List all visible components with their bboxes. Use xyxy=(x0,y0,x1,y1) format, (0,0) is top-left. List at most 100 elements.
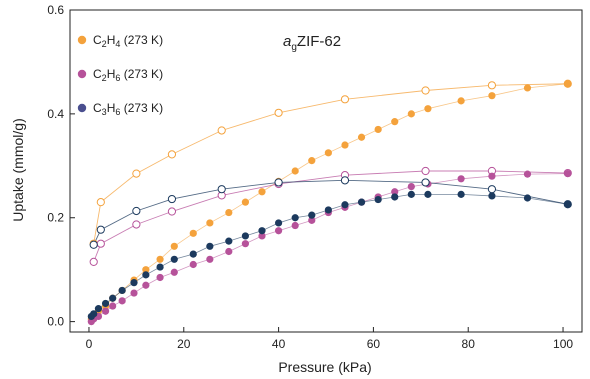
point-adsorption-c2h4 xyxy=(374,125,382,134)
point-adsorption-c2h4 xyxy=(324,149,332,157)
point-adsorption-c3h6 xyxy=(564,200,572,208)
y-tick-label: 0.2 xyxy=(47,211,64,225)
x-tick-label: 80 xyxy=(462,337,476,351)
point-desorption-c3h6 xyxy=(89,240,98,249)
x-tick-label: 60 xyxy=(367,337,381,351)
point-adsorption-c2h4 xyxy=(142,266,150,274)
point-adsorption-c3h6 xyxy=(523,194,532,202)
point-desorption-c2h4 xyxy=(487,81,497,90)
point-adsorption-c3h6 xyxy=(189,250,197,258)
point-adsorption-c3h6 xyxy=(109,294,117,302)
legend-label-part: C xyxy=(93,67,102,81)
point-adsorption-c2h4 xyxy=(308,157,316,165)
point-adsorption-c2h4 xyxy=(258,188,266,196)
desorption-line-c2h4 xyxy=(93,83,568,244)
x-axis-label: Pressure (kPa) xyxy=(278,359,371,375)
legend-label-part: (273 K) xyxy=(120,67,163,81)
point-desorption-c2h4 xyxy=(96,198,105,207)
point-desorption-c3h6 xyxy=(217,185,226,194)
desorption-lines xyxy=(91,83,568,322)
point-adsorption-c3h6 xyxy=(457,190,465,198)
point-adsorption-c2h6 xyxy=(109,302,117,310)
point-adsorption-c2h4 xyxy=(241,198,250,206)
point-adsorption-c2h4 xyxy=(391,118,399,126)
point-adsorption-c3h6 xyxy=(407,190,415,198)
point-adsorption-c3h6 xyxy=(170,255,178,263)
point-adsorption-c2h4 xyxy=(206,219,214,227)
point-adsorption-c2h6 xyxy=(274,227,283,235)
data-points xyxy=(87,79,572,326)
point-adsorption-c2h4 xyxy=(189,229,197,237)
legend-label-part: C xyxy=(93,101,102,115)
legend-label-part: H xyxy=(107,101,116,115)
title-prefix: a xyxy=(283,33,291,50)
point-desorption-c2h4 xyxy=(274,108,283,117)
point-adsorption-c3h6 xyxy=(142,271,150,279)
legend-marker-1 xyxy=(77,69,87,79)
point-desorption-c3h6 xyxy=(96,225,105,234)
point-adsorption-c3h6 xyxy=(130,279,138,287)
point-adsorption-c3h6 xyxy=(118,286,126,295)
y-tick-label: 0.6 xyxy=(47,3,64,17)
point-adsorption-c2h6 xyxy=(488,172,496,180)
point-desorption-c2h4 xyxy=(421,86,430,95)
legend-label-part: 2 xyxy=(102,39,107,49)
adsorption-line-c2h4 xyxy=(91,83,568,320)
point-adsorption-c2h6 xyxy=(101,307,110,315)
legend-label-part: (273 K) xyxy=(120,101,163,115)
point-adsorption-c2h6 xyxy=(142,281,150,289)
point-adsorption-c2h4 xyxy=(457,97,465,105)
point-adsorption-c3h6 xyxy=(274,219,283,227)
point-adsorption-c3h6 xyxy=(308,211,316,219)
point-desorption-c2h6 xyxy=(167,207,177,216)
point-desorption-c3h6 xyxy=(487,185,497,194)
legend-marker-2 xyxy=(77,103,87,113)
point-adsorption-c2h4 xyxy=(291,167,299,175)
y-tick-label: 0.0 xyxy=(47,315,64,329)
y-tick-label: 0.4 xyxy=(47,107,64,121)
point-adsorption-c2h6 xyxy=(170,268,178,276)
point-adsorption-c2h6 xyxy=(206,255,214,263)
point-adsorption-c3h6 xyxy=(357,198,366,206)
axes: 0 20 40 60 80 100 0.0 0.2 0.4 0.6 xyxy=(47,3,583,351)
point-adsorption-c2h6 xyxy=(407,182,415,191)
point-desorption-c3h6 xyxy=(340,176,350,185)
point-adsorption-c2h6 xyxy=(258,232,266,240)
point-desorption-c2h4 xyxy=(167,150,177,159)
desorption-line-c2h6 xyxy=(93,170,568,263)
legend-label-part: 2 xyxy=(102,73,107,83)
x-tick-label: 20 xyxy=(177,337,191,351)
point-adsorption-c2h4 xyxy=(170,242,178,250)
point-adsorption-c2h4 xyxy=(424,105,432,113)
legend-label-part: 3 xyxy=(102,107,107,117)
point-adsorption-c3h6 xyxy=(94,305,103,313)
point-adsorption-c3h6 xyxy=(374,195,382,204)
point-adsorption-c2h6 xyxy=(118,297,126,305)
point-adsorption-c2h4 xyxy=(357,133,366,141)
point-adsorption-c2h4 xyxy=(488,92,496,100)
point-desorption-c3h6 xyxy=(132,206,141,216)
point-adsorption-c2h6 xyxy=(564,169,572,178)
point-desorption-c2h4 xyxy=(340,95,350,104)
point-adsorption-c2h4 xyxy=(341,141,349,149)
point-adsorption-c3h6 xyxy=(90,310,98,318)
point-adsorption-c3h6 xyxy=(225,237,233,245)
point-adsorption-c3h6 xyxy=(258,227,266,235)
point-adsorption-c2h6 xyxy=(156,273,164,282)
point-desorption-c2h6 xyxy=(421,166,430,176)
legend-label-part: C xyxy=(93,33,102,47)
legend-label-part: H xyxy=(107,67,116,81)
legend-label-1: C2H6 (273 K) xyxy=(93,67,163,83)
title-main: ZIF-62 xyxy=(297,33,341,50)
legend-label-part: 4 xyxy=(115,39,120,49)
legend-label-part: (273 K) xyxy=(120,33,163,47)
point-adsorption-c3h6 xyxy=(291,214,299,222)
point-adsorption-c2h6 xyxy=(291,221,299,230)
point-desorption-c2h4 xyxy=(132,169,141,178)
x-tick-label: 100 xyxy=(553,337,573,351)
point-desorption-c2h6 xyxy=(96,239,105,248)
point-desorption-c3h6 xyxy=(274,178,283,187)
legend-label-part: 6 xyxy=(115,107,120,117)
point-adsorption-c2h6 xyxy=(241,240,250,248)
